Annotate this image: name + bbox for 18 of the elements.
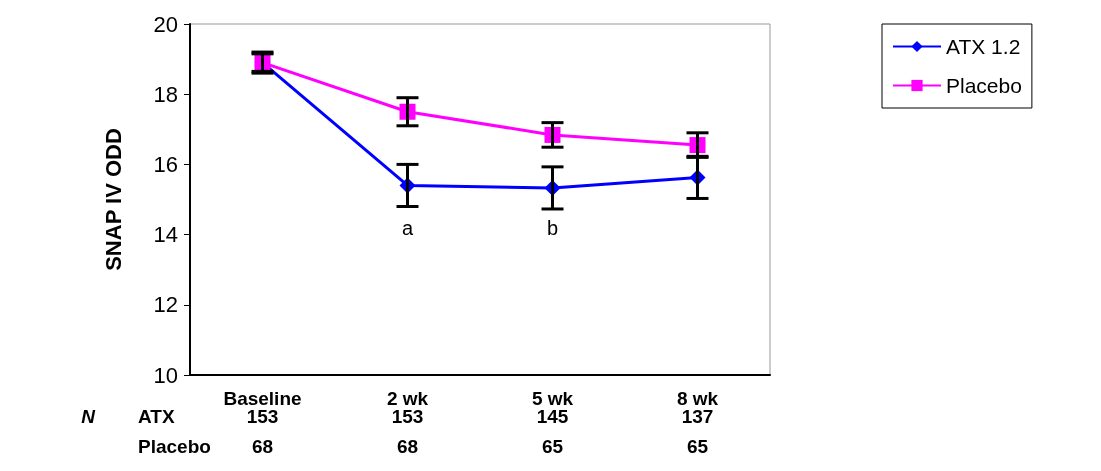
text: N — [81, 405, 97, 427]
y-tick-label: 14 — [153, 222, 178, 248]
legend-label: ATX 1.2 — [946, 35, 1021, 58]
y-tick-label: 20 — [153, 11, 178, 37]
y-tick-label: 12 — [153, 292, 178, 318]
annotation: b — [546, 217, 559, 239]
y-tick-label: 18 — [153, 81, 178, 107]
y-axis-title: SNAP IV ODD — [100, 128, 126, 271]
text: 68 — [251, 435, 274, 457]
text: ATX — [138, 405, 175, 427]
legend-label: Placebo — [946, 74, 1022, 97]
text: Placebo — [138, 435, 211, 457]
text: 65 — [541, 435, 564, 457]
y-tick-label: 16 — [153, 151, 178, 177]
text: 68 — [396, 435, 419, 457]
y-tick-label: 10 — [153, 362, 178, 388]
text: 65 — [686, 435, 709, 457]
annotation: a — [401, 217, 414, 239]
